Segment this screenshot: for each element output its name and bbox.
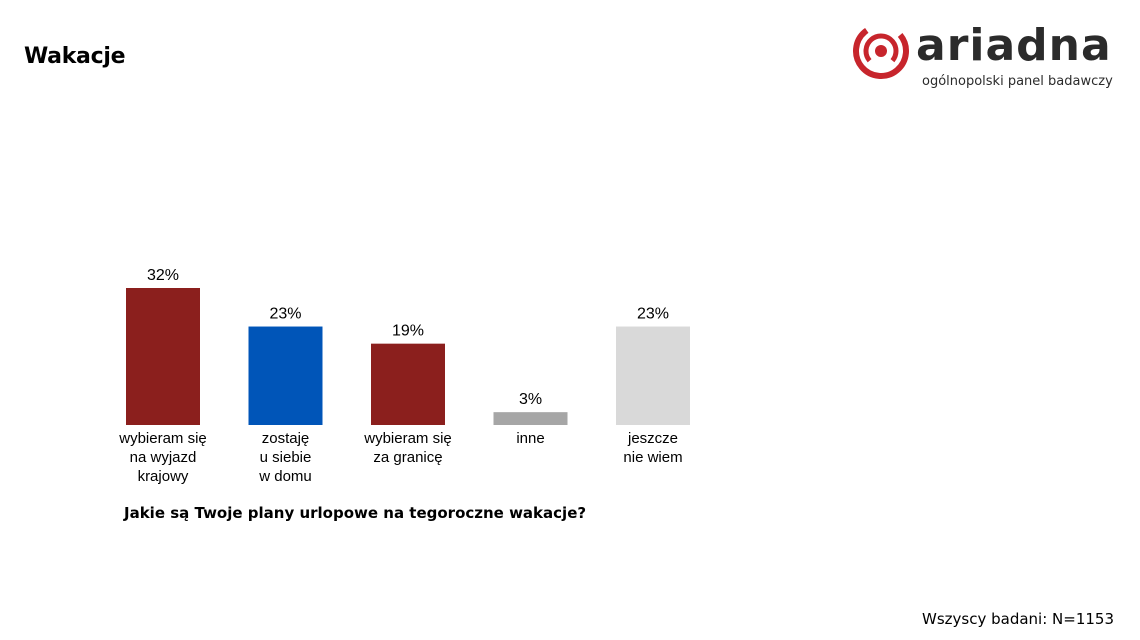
bar-3 bbox=[371, 343, 445, 425]
category-label-3: wybieram się za granicę bbox=[363, 430, 452, 466]
category-label-2: zostaję u siebie w domu bbox=[258, 430, 312, 485]
category-label-1: wybieram się na wyjazd krajowy bbox=[118, 430, 207, 485]
bar-1 bbox=[126, 288, 200, 425]
ariadna-logo: ariadna ogólnopolski panel badawczy bbox=[852, 18, 1122, 94]
bar-2 bbox=[248, 326, 323, 425]
data-label-4: 3% bbox=[519, 391, 542, 408]
bar-5 bbox=[616, 326, 690, 425]
data-label-3: 19% bbox=[392, 323, 424, 340]
ariadna-swirl-icon bbox=[853, 23, 909, 79]
logo-wordmark: ariadna bbox=[916, 20, 1112, 71]
logo-tagline: ogólnopolski panel badawczy bbox=[922, 74, 1113, 89]
chart-question: Jakie są Twoje plany urlopowe na tegoroc… bbox=[124, 504, 587, 522]
data-label-1: 32% bbox=[147, 267, 179, 284]
page-title: Wakacje bbox=[24, 44, 126, 69]
data-label-2: 23% bbox=[269, 306, 301, 323]
category-label-4: inne bbox=[516, 430, 544, 447]
bar-chart: 32% wybieram się na wyjazd krajowy 23% zostaj… bbox=[118, 267, 690, 485]
bar-4 bbox=[493, 412, 568, 425]
category-label-5: jeszcze nie wiem bbox=[623, 430, 682, 466]
data-label-5: 23% bbox=[637, 306, 669, 323]
sample-size-note: Wszyscy badani: N=1153 bbox=[922, 610, 1114, 628]
